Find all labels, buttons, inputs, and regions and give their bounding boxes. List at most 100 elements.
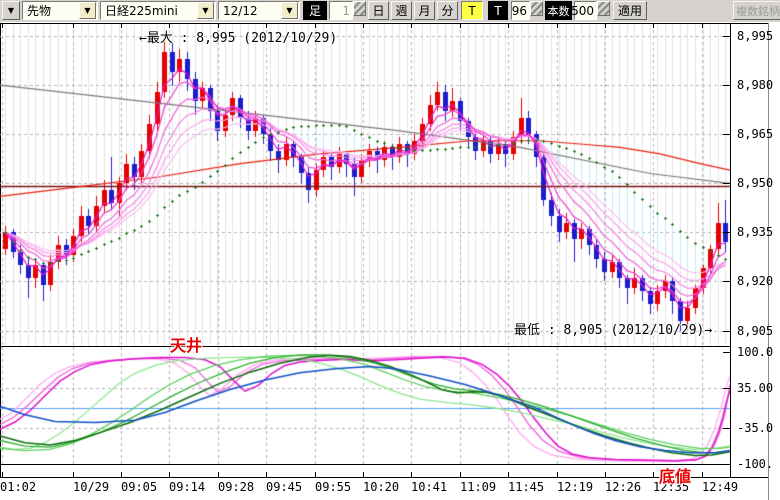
time-axis-label: 01:02: [0, 480, 37, 494]
tick-mark: [508, 472, 509, 477]
panel-divider: [0, 346, 730, 347]
tick-mark: [723, 352, 730, 353]
tick-mark: [266, 24, 267, 28]
toolbar: ▼ 先物 ▼ 日経225mini ▼ 12/12 ▼ 足 1 日 週 月 分 T…: [0, 0, 780, 22]
tick-mark: [557, 472, 558, 477]
interval-field[interactable]: 1: [329, 1, 353, 20]
tick-mark: [653, 472, 654, 477]
ceiling-annotation: 天井: [170, 336, 203, 355]
tick-mark: [702, 472, 703, 477]
time-axis-label: 12:35: [653, 480, 690, 494]
price-axis-label: 8,920: [737, 274, 774, 288]
period-day-button[interactable]: 日: [368, 1, 389, 20]
instrument-type-value: 先物: [27, 4, 52, 18]
tick-mark: [218, 472, 219, 477]
time-axis-label: 11:09: [460, 480, 497, 494]
tick-mark: [723, 281, 730, 282]
period-tick-button-active[interactable]: T: [461, 1, 483, 20]
tick-mark: [557, 24, 558, 28]
tick-mark: [723, 464, 730, 465]
tick-mark: [723, 388, 730, 389]
chevron-down-icon: ▼: [7, 6, 15, 15]
tick-mark: [121, 24, 122, 28]
tick-mark: [363, 472, 364, 477]
tick-mark: [723, 85, 730, 86]
period-minute-button[interactable]: 分: [437, 1, 458, 20]
tick-mark: [723, 36, 730, 37]
tick-mark: [723, 183, 730, 184]
tick-mark: [73, 472, 74, 477]
multi-symbol-button-disabled: 複数銘柄: [733, 1, 780, 20]
tick-mark: [460, 24, 461, 28]
tick-mark: [73, 24, 74, 28]
tick-mark: [266, 472, 267, 477]
tick-mark: [121, 472, 122, 477]
spin-icon[interactable]: [597, 1, 610, 16]
chevron-down-icon[interactable]: ▼: [281, 2, 298, 19]
time-axis-label: 09:05: [121, 480, 158, 494]
price-axis-label: 8,950: [737, 176, 774, 190]
tick-mark: [653, 24, 654, 28]
chevron-down-icon[interactable]: ▼: [79, 2, 96, 19]
time-axis-label: 10:20: [363, 480, 400, 494]
chart-bottom-border: [0, 477, 768, 478]
tick-mark: [169, 24, 170, 28]
tick-mark: [723, 134, 730, 135]
symbol-value: 日経225mini: [105, 4, 178, 18]
window-right-border: [768, 23, 769, 500]
price-axis-label: 8,965: [737, 127, 774, 141]
period-month-button[interactable]: 月: [414, 1, 435, 20]
tick-mark: [702, 24, 703, 28]
instrument-type-combobox[interactable]: 先物 ▼: [22, 1, 98, 20]
tick-mark: [2, 24, 3, 28]
tick-mark: [460, 472, 461, 477]
tick-mark: [508, 24, 509, 28]
price-axis-label: 8,980: [737, 78, 774, 92]
tick-mark: [363, 24, 364, 28]
min-price-annotation: 最低 : 8,905 (2012/10/29)→: [514, 323, 713, 338]
tick-mark: [723, 232, 730, 233]
bottom-annotation: 底値: [659, 467, 692, 486]
max-price-annotation: ←最大 : 8,995 (2012/10/29): [139, 31, 338, 46]
tick-mark: [315, 24, 316, 28]
contract-month-combobox[interactable]: 12/12 ▼: [218, 1, 300, 20]
tick-mark: [723, 428, 730, 429]
spin-icon[interactable]: [353, 1, 366, 16]
time-axis-label: 10/29: [73, 480, 110, 494]
tick-mark: [218, 24, 219, 28]
contract-month-value: 12/12: [223, 3, 258, 18]
chevron-down-icon[interactable]: ▼: [197, 2, 214, 19]
time-axis-label: 09:55: [315, 480, 352, 494]
tick-mark: [723, 331, 730, 332]
apply-button[interactable]: 適用: [613, 1, 647, 20]
oscillator-axis-label: 35.00: [737, 381, 774, 395]
oscillator-bottom-line: [0, 464, 730, 465]
symbol-combobox[interactable]: 日経225mini ▼: [100, 1, 216, 20]
oscillator-axis-label: 100.0: [737, 345, 774, 359]
period-week-button[interactable]: 週: [391, 1, 412, 20]
tick-mark: [315, 472, 316, 477]
tick-mark: [411, 472, 412, 477]
t-dark-button[interactable]: T: [488, 1, 508, 20]
time-axis-label: 12:26: [605, 480, 642, 494]
time-axis-label: 12:19: [557, 480, 594, 494]
price-axis-label: 8,935: [737, 225, 774, 239]
time-axis-label: 09:14: [169, 480, 206, 494]
bars-field[interactable]: 96: [511, 1, 530, 20]
ashi-label: 足: [303, 1, 327, 20]
spin-icon[interactable]: [530, 1, 543, 16]
price-axis-label: 8,995: [737, 29, 774, 43]
tick-mark: [2, 472, 3, 477]
oscillator-axis-label: -35.0: [737, 421, 774, 435]
price-chart-canvas: [0, 24, 730, 346]
honsu-label: 本数: [545, 1, 572, 20]
tick-mark: [411, 24, 412, 28]
tick-mark: [605, 24, 606, 28]
count-field[interactable]: 500: [571, 1, 597, 20]
price-axis-label: 8,905: [737, 324, 774, 338]
mini-dropdown-button[interactable]: ▼: [2, 1, 20, 20]
oscillator-axis-label: -100.: [737, 457, 774, 471]
tick-mark: [605, 472, 606, 477]
time-axis-label: 09:28: [218, 480, 255, 494]
